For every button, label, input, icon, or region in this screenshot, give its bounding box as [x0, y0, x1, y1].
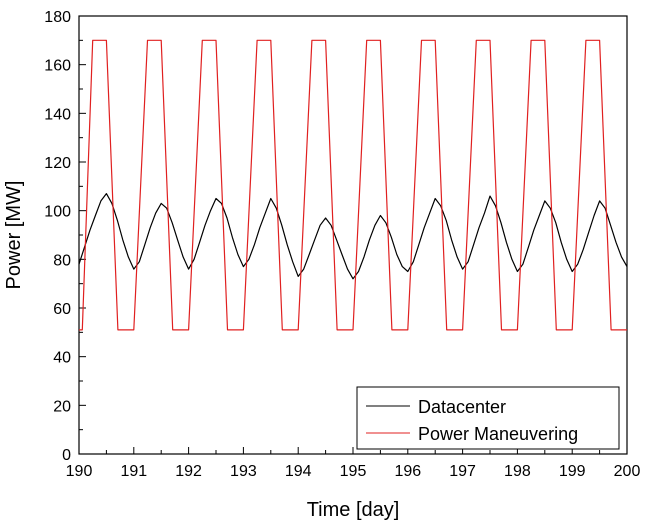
legend: Datacenter Power Maneuvering	[356, 386, 620, 450]
x-tick-label: 191	[120, 463, 147, 480]
series-line-power-maneuvering	[79, 39, 627, 331]
legend-label-datacenter: Datacenter	[418, 397, 506, 417]
y-tick-label: 120	[44, 155, 71, 172]
y-tick-label: 60	[53, 301, 71, 318]
x-axis: 190 191 192 193 194 195 196 197 198 199 200	[66, 447, 641, 480]
y-tick-label: 160	[44, 58, 71, 75]
x-tick-label: 193	[230, 463, 257, 480]
y-tick-label: 100	[44, 204, 71, 221]
y-tick-label: 140	[44, 106, 71, 123]
y-axis: 0 20 40 60 80 100 120 140 160 180	[44, 9, 86, 464]
x-tick-label: 198	[504, 463, 531, 480]
y-tick-label: 80	[53, 252, 71, 269]
y-tick-label: 40	[53, 350, 71, 367]
y-tick-label: 20	[53, 398, 71, 415]
x-tick-label: 199	[559, 463, 586, 480]
x-tick-label: 195	[340, 463, 367, 480]
y-tick-label: 180	[44, 9, 71, 26]
series-layer	[78, 39, 628, 331]
legend-label-power-maneuvering: Power Maneuvering	[418, 424, 578, 444]
x-tick-label: 197	[449, 463, 476, 480]
x-tick-label: 192	[175, 463, 202, 480]
legend-box	[356, 386, 620, 450]
x-tick-label: 194	[285, 463, 312, 480]
y-tick-label: 0	[62, 447, 71, 464]
series-line-datacenter	[78, 193, 628, 280]
x-tick-label: 196	[394, 463, 421, 480]
x-axis-label: Time [day]	[307, 499, 400, 521]
y-axis-label: Power [MW]	[3, 181, 25, 290]
x-tick-label: 190	[66, 463, 93, 480]
x-tick-label: 200	[614, 463, 641, 480]
